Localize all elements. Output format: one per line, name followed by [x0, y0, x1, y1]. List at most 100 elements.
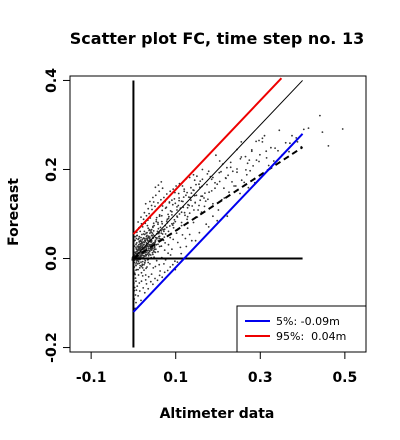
data-point: [149, 254, 152, 256]
data-point: [165, 226, 168, 229]
data-point: [171, 214, 173, 216]
data-point: [142, 287, 145, 289]
data-point: [171, 210, 173, 213]
data-point: [168, 215, 170, 218]
data-point: [236, 168, 238, 170]
data-point: [148, 253, 151, 256]
data-point: [169, 254, 172, 256]
data-point: [158, 190, 161, 193]
data-point: [161, 209, 164, 212]
data-point: [149, 230, 152, 232]
data-point: [146, 239, 149, 242]
data-point: [152, 283, 154, 286]
data-point: [224, 177, 227, 179]
data-point: [258, 139, 260, 142]
data-point: [158, 235, 161, 238]
data-point: [182, 200, 184, 203]
data-point: [234, 185, 237, 187]
data-point: [156, 230, 159, 233]
data-point: [167, 230, 170, 233]
data-point: [193, 194, 196, 197]
data-point: [272, 160, 275, 162]
data-point: [135, 243, 137, 246]
x-tick-label: 0.3: [248, 370, 273, 386]
data-point: [148, 237, 151, 240]
data-point: [261, 141, 264, 143]
data-point: [223, 187, 225, 190]
data-point: [144, 259, 147, 262]
data-point: [151, 251, 154, 254]
data-point: [138, 282, 141, 284]
data-point: [137, 295, 140, 297]
data-point: [158, 215, 161, 218]
data-point: [245, 173, 248, 176]
data-point: [190, 239, 193, 242]
data-point: [220, 170, 222, 173]
data-point: [139, 242, 142, 245]
data-point: [205, 223, 208, 226]
data-point: [164, 242, 167, 244]
data-point: [177, 192, 180, 195]
data-point: [159, 226, 162, 229]
data-point: [140, 244, 142, 247]
data-point: [138, 243, 140, 246]
data-point: [137, 274, 140, 276]
data-point: [265, 150, 268, 153]
data-point: [154, 251, 157, 254]
data-point: [140, 216, 142, 219]
data-point: [155, 220, 158, 223]
quantile-95-line: [132, 77, 283, 235]
data-point: [166, 269, 169, 272]
data-point: [246, 162, 249, 165]
data-point: [176, 206, 178, 208]
data-point: [144, 202, 147, 205]
data-point: [239, 157, 242, 160]
data-point: [168, 201, 171, 203]
data-point: [203, 197, 205, 199]
data-point: [152, 253, 154, 256]
data-point: [163, 236, 166, 239]
data-point: [167, 252, 170, 255]
data-point: [143, 211, 146, 214]
data-point: [216, 219, 219, 222]
data-point: [149, 200, 151, 203]
data-point: [135, 263, 137, 265]
data-point: [147, 207, 150, 210]
data-point: [154, 265, 157, 268]
x-tick-label: -0.1: [76, 370, 107, 386]
data-point: [177, 204, 180, 207]
data-point: [195, 194, 198, 197]
data-point: [141, 260, 144, 263]
data-point: [158, 263, 161, 266]
data-point: [258, 160, 260, 163]
data-point: [140, 255, 142, 258]
data-point: [165, 220, 168, 223]
data-point: [183, 190, 186, 193]
data-point: [145, 214, 148, 217]
legend-box: [236, 305, 367, 353]
data-point: [140, 265, 143, 268]
data-point: [173, 198, 176, 200]
data-point: [160, 198, 162, 201]
chart-title: Scatter plot FC, time step no. 13: [70, 29, 364, 48]
data-point: [152, 230, 155, 232]
legend-label-5: 5%: -0.09m: [276, 315, 340, 328]
data-point: [167, 243, 170, 246]
data-point: [229, 166, 232, 169]
data-point: [164, 233, 167, 235]
data-point: [141, 275, 144, 277]
data-point: [206, 173, 209, 175]
data-point: [259, 153, 261, 156]
y-tick-label: -0.2: [44, 332, 60, 363]
data-point: [223, 197, 226, 199]
data-point: [182, 196, 185, 199]
data-point: [152, 267, 155, 269]
data-point: [155, 259, 158, 262]
data-point: [178, 213, 181, 215]
data-point: [183, 211, 186, 214]
data-point: [143, 291, 146, 294]
data-point: [192, 221, 195, 224]
data-point: [147, 251, 150, 254]
data-point: [198, 183, 200, 186]
